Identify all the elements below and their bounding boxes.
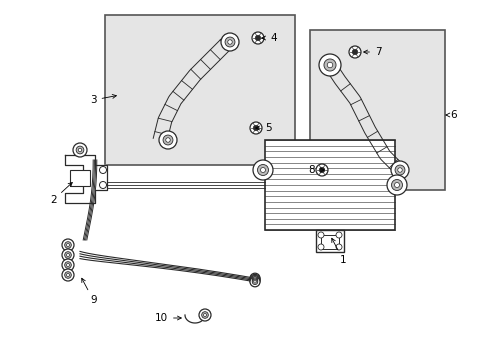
- Circle shape: [65, 272, 72, 278]
- Circle shape: [65, 242, 72, 248]
- Circle shape: [349, 46, 361, 58]
- Circle shape: [221, 33, 239, 51]
- Text: 7: 7: [364, 47, 382, 57]
- Circle shape: [62, 239, 74, 251]
- Circle shape: [318, 244, 324, 250]
- Circle shape: [250, 122, 262, 134]
- Circle shape: [252, 275, 258, 281]
- Bar: [316, 230, 344, 252]
- Circle shape: [199, 309, 211, 321]
- Text: 9: 9: [82, 278, 97, 305]
- Text: 4: 4: [262, 33, 277, 43]
- Circle shape: [254, 280, 256, 283]
- Text: 10: 10: [155, 313, 181, 323]
- Text: 5: 5: [256, 123, 271, 133]
- Bar: [265, 140, 395, 230]
- Circle shape: [73, 143, 87, 157]
- Text: 6: 6: [450, 110, 457, 120]
- Bar: [105, 15, 295, 165]
- Circle shape: [67, 243, 70, 247]
- Circle shape: [387, 175, 407, 195]
- Circle shape: [202, 312, 208, 318]
- Circle shape: [324, 59, 336, 71]
- Circle shape: [352, 49, 358, 55]
- Circle shape: [258, 165, 269, 176]
- Text: 8: 8: [308, 165, 324, 175]
- Circle shape: [203, 314, 206, 316]
- Circle shape: [261, 167, 266, 172]
- Circle shape: [252, 279, 258, 284]
- Circle shape: [336, 244, 342, 250]
- Circle shape: [159, 131, 177, 149]
- Circle shape: [398, 168, 402, 172]
- Circle shape: [163, 135, 173, 145]
- Circle shape: [394, 183, 399, 188]
- Bar: [310, 30, 445, 190]
- Circle shape: [67, 253, 70, 257]
- Circle shape: [253, 160, 273, 180]
- Circle shape: [250, 273, 260, 283]
- Text: 3: 3: [90, 94, 116, 105]
- Circle shape: [62, 269, 74, 281]
- Circle shape: [319, 167, 325, 173]
- Bar: [321, 235, 339, 249]
- Circle shape: [252, 278, 258, 283]
- Circle shape: [318, 232, 324, 238]
- Circle shape: [78, 148, 82, 152]
- Circle shape: [254, 277, 256, 279]
- Circle shape: [336, 232, 342, 238]
- Circle shape: [250, 276, 260, 285]
- Bar: [70, 170, 90, 186]
- Circle shape: [225, 37, 235, 47]
- Circle shape: [250, 277, 260, 287]
- Circle shape: [62, 259, 74, 271]
- Text: 2: 2: [50, 183, 72, 205]
- Circle shape: [62, 249, 74, 261]
- Circle shape: [327, 62, 333, 68]
- Circle shape: [99, 166, 106, 174]
- Circle shape: [250, 274, 260, 284]
- Circle shape: [252, 32, 264, 44]
- Circle shape: [228, 40, 232, 44]
- Circle shape: [316, 164, 328, 176]
- Circle shape: [319, 54, 341, 76]
- Circle shape: [76, 146, 84, 154]
- Circle shape: [65, 262, 72, 268]
- Circle shape: [99, 181, 106, 189]
- Polygon shape: [65, 155, 107, 203]
- Circle shape: [395, 165, 405, 175]
- Circle shape: [67, 274, 70, 276]
- Circle shape: [254, 278, 256, 281]
- Circle shape: [67, 264, 70, 266]
- Circle shape: [253, 125, 259, 131]
- Circle shape: [255, 35, 261, 41]
- Circle shape: [252, 276, 258, 282]
- Circle shape: [254, 279, 256, 282]
- Circle shape: [392, 180, 402, 190]
- Circle shape: [65, 252, 72, 258]
- Circle shape: [391, 161, 409, 179]
- Text: 1: 1: [332, 238, 346, 265]
- Circle shape: [166, 138, 170, 142]
